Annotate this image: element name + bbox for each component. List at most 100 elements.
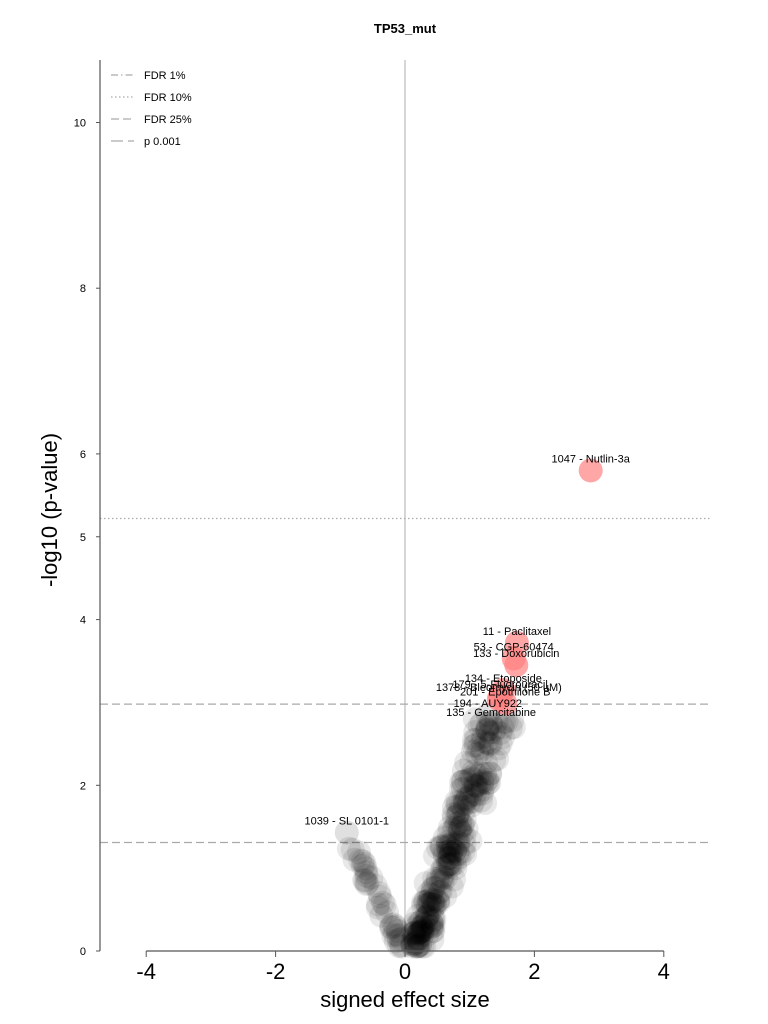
point [482, 717, 507, 741]
point [405, 934, 429, 959]
point [462, 707, 487, 732]
y-axis-label: -log10 (p-value) [37, 433, 62, 587]
point [422, 892, 447, 917]
point [425, 889, 450, 913]
point [451, 813, 475, 838]
point [469, 711, 494, 736]
point [454, 768, 479, 793]
point [354, 863, 379, 888]
point [363, 873, 388, 898]
point [428, 879, 453, 904]
y-tick-label: 0 [80, 946, 86, 958]
point [385, 919, 410, 943]
point [501, 715, 526, 740]
point [444, 789, 469, 814]
point [436, 852, 461, 877]
point [484, 709, 509, 734]
point [449, 770, 474, 795]
point [440, 852, 465, 877]
point [470, 769, 495, 793]
point [478, 710, 503, 735]
point [470, 771, 495, 795]
point [465, 774, 490, 798]
point [486, 736, 511, 761]
point [410, 917, 435, 941]
point [400, 931, 425, 956]
point [372, 892, 397, 917]
point [421, 895, 446, 920]
point [406, 921, 431, 946]
point [420, 919, 445, 944]
point [454, 817, 479, 841]
point [350, 853, 375, 878]
point [417, 914, 441, 939]
point [435, 833, 460, 857]
point [416, 893, 440, 918]
point [438, 831, 463, 856]
point [465, 742, 490, 767]
point [467, 771, 492, 796]
point [459, 793, 484, 818]
point [421, 905, 445, 930]
point [475, 767, 500, 792]
point [443, 838, 467, 863]
x-tick-label: 0 [399, 959, 411, 984]
point [438, 851, 463, 876]
point [427, 880, 452, 904]
point [449, 777, 473, 802]
point [458, 783, 483, 808]
point [447, 845, 472, 870]
point [419, 910, 444, 935]
point [445, 829, 470, 854]
point [474, 730, 499, 755]
point [419, 914, 444, 939]
point-label: 1378 - Bleomycin (50 uM) [436, 682, 562, 694]
point [436, 821, 461, 845]
point [451, 769, 476, 794]
point [446, 800, 471, 825]
point [467, 736, 492, 760]
point [463, 762, 488, 787]
point [462, 728, 486, 753]
point [475, 717, 499, 742]
x-axis-label: signed effect size [320, 987, 490, 1012]
point [461, 734, 486, 758]
point [437, 839, 462, 864]
point [342, 847, 367, 872]
point [475, 714, 500, 739]
point [389, 926, 414, 951]
point [488, 731, 513, 756]
point [409, 915, 434, 939]
point [379, 915, 403, 940]
point [454, 788, 479, 813]
point [433, 865, 458, 890]
point [475, 771, 500, 796]
point [430, 857, 454, 882]
point [473, 770, 498, 795]
legend: FDR 1% FDR 10% FDR 25% p 0.001 [111, 70, 192, 148]
x-tick-label: -4 [136, 959, 156, 984]
point [498, 715, 523, 740]
point [366, 892, 390, 917]
point [470, 741, 495, 766]
point [383, 929, 408, 954]
point [439, 841, 463, 866]
point [460, 739, 485, 764]
point [448, 810, 473, 835]
point [425, 869, 450, 893]
point [340, 837, 365, 862]
point [403, 914, 428, 939]
point [383, 914, 408, 939]
point [467, 713, 492, 738]
point [354, 860, 379, 885]
point [420, 876, 445, 901]
point [412, 912, 436, 937]
point [446, 790, 470, 815]
point [452, 792, 477, 817]
point [432, 840, 457, 865]
point [406, 926, 431, 951]
point [429, 864, 454, 889]
point [463, 774, 488, 799]
point [421, 875, 446, 900]
